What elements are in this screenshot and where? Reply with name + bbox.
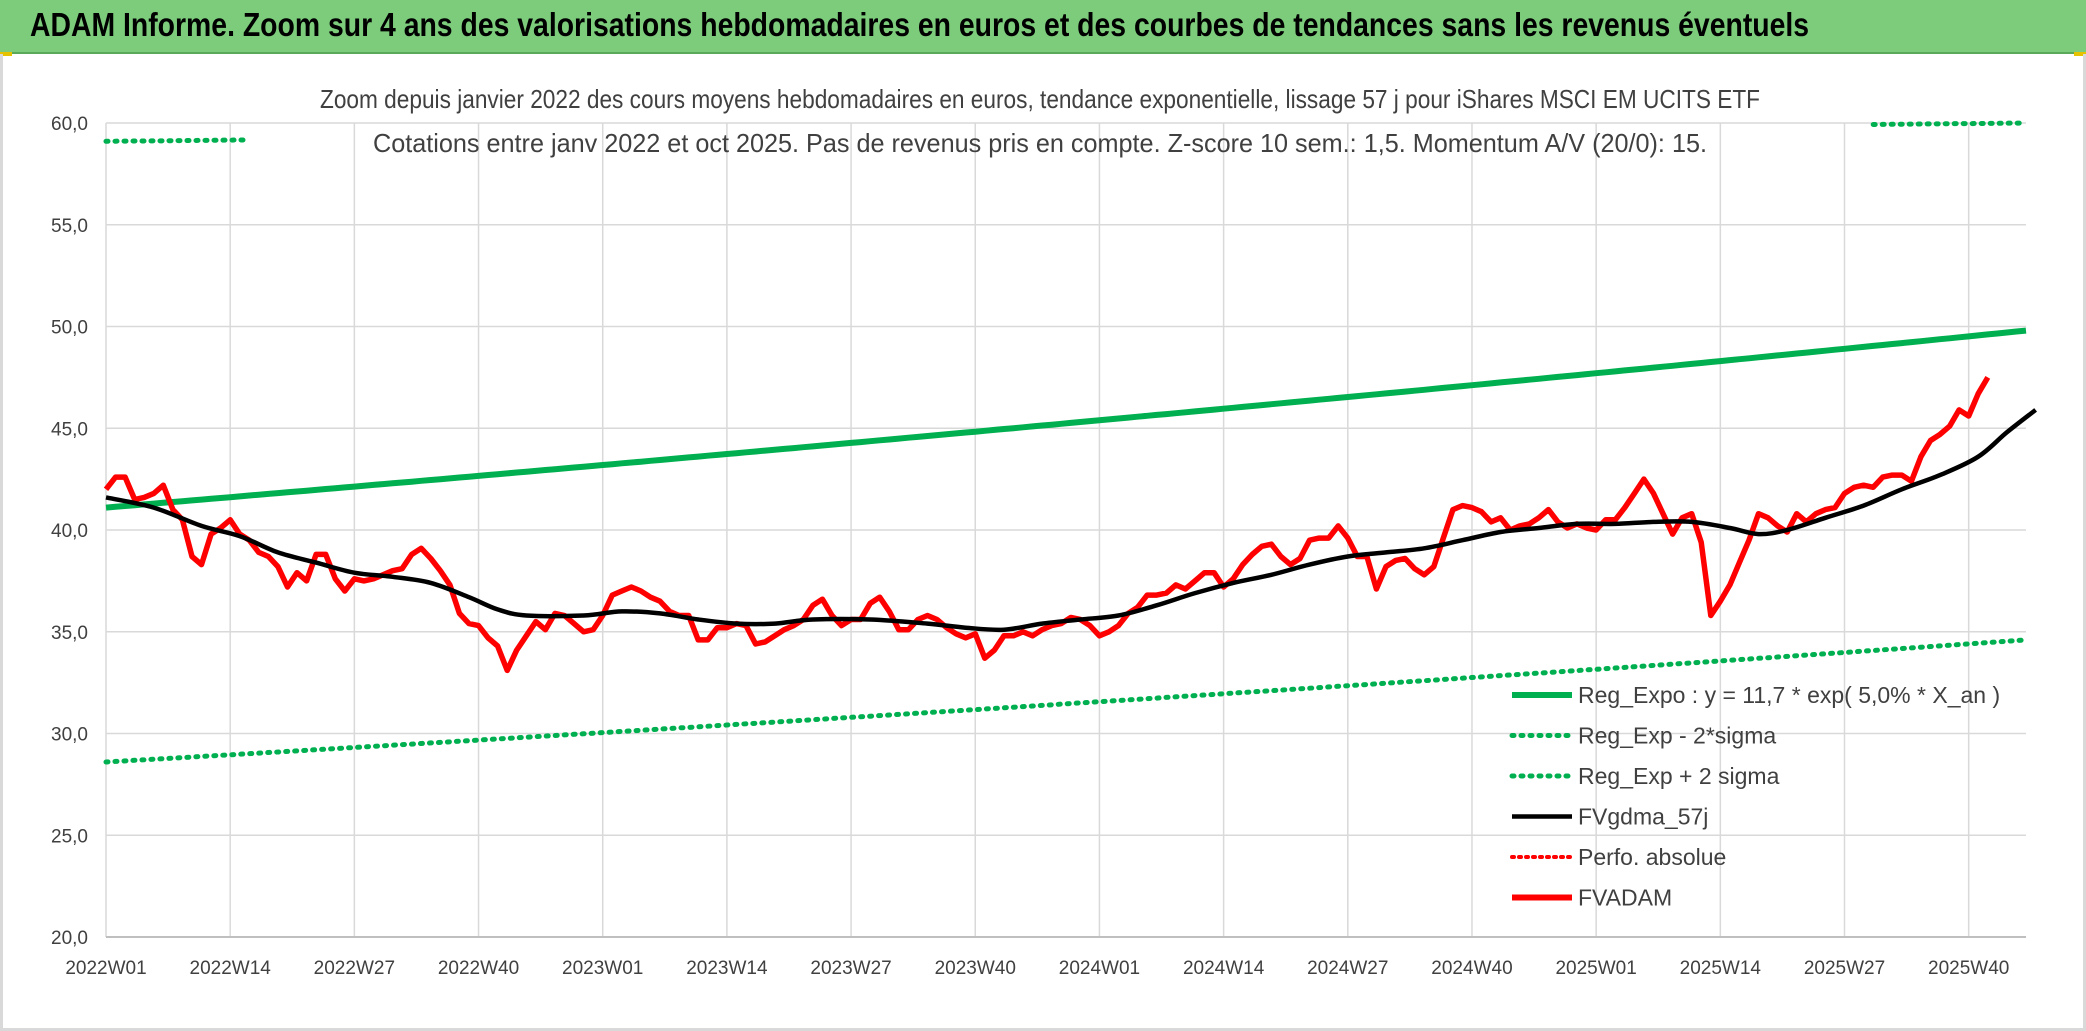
- grid: [105, 122, 2026, 938]
- chart-title-line2: Cotations entre janv 2022 et oct 2025. P…: [373, 128, 1707, 158]
- legend-label-fvadam: FVADAM: [1578, 885, 1672, 911]
- y-tick-label: 40,0: [51, 521, 88, 542]
- series-reg-exp-plus-2sigma: [103, 137, 252, 144]
- legend-label-fvgdma: FVgdma_57j: [1578, 804, 1708, 830]
- x-tick-label: 2024W40: [1431, 958, 1512, 979]
- series-layer: [103, 120, 2037, 765]
- series-reg-expo: [105, 327, 2027, 511]
- series-fvgdma-57j: [105, 408, 2037, 633]
- x-axis: 2022W01 2022W14 2022W27 2022W40 2023W01 2023W…: [65, 958, 2009, 979]
- series-reg-exp-plus-2sigma: [1870, 120, 2029, 127]
- x-tick-label: 2025W14: [1680, 958, 1762, 979]
- y-tick-label: 55,0: [51, 216, 88, 237]
- y-tick-label: 50,0: [51, 318, 88, 339]
- x-tick-label: 2023W01: [562, 958, 643, 979]
- x-tick-label: 2025W40: [1928, 958, 2009, 979]
- legend-label-perfo: Perfo. absolue: [1578, 844, 1726, 870]
- y-tick-label: 25,0: [51, 826, 88, 847]
- legend-label-sigma_minus: Reg_Exp - 2*sigma: [1578, 723, 1776, 749]
- x-tick-label: 2024W27: [1307, 958, 1388, 979]
- x-tick-label: 2022W40: [438, 958, 519, 979]
- chart-frame: [0, 54, 2086, 1031]
- series-reg-exp-minus-2sigma: [103, 637, 2029, 765]
- x-tick-label: 2023W40: [935, 958, 1016, 979]
- report-title: ADAM Informe. Zoom sur 4 ans des valoris…: [30, 6, 1810, 43]
- chart-title-line1: Zoom depuis janvier 2022 des cours moyen…: [320, 84, 1760, 114]
- x-tick-label: 2024W01: [1059, 958, 1140, 979]
- x-tick-label: 2022W01: [65, 958, 146, 979]
- x-tick-label: 2025W27: [1804, 958, 1885, 979]
- legend-label-reg_expo: Reg_Expo : y = 11,7 * exp( 5,0% * X_an ): [1578, 682, 2000, 708]
- x-tick-label: 2022W27: [314, 958, 395, 979]
- y-tick-label: 30,0: [51, 725, 88, 746]
- report-banner: ADAM Informe. Zoom sur 4 ans des valoris…: [0, 0, 2086, 54]
- y-tick-label: 60,0: [51, 114, 88, 135]
- x-tick-label: 2025W01: [1555, 958, 1636, 979]
- legend-label-sigma_plus: Reg_Exp + 2 sigma: [1578, 763, 1780, 789]
- x-tick-label: 2022W14: [190, 958, 272, 979]
- legend: Reg_Expo : y = 11,7 * exp( 5,0% * X_an )…: [1509, 682, 2000, 911]
- y-axis: 20,0 25,0 30,0 35,0 40,0 45,0 50,0 55,0 60,0: [51, 114, 88, 949]
- y-tick-label: 35,0: [51, 623, 88, 644]
- x-tick-label: 2023W27: [810, 958, 891, 979]
- corner-accent-left: [0, 52, 12, 56]
- y-tick-label: 20,0: [51, 928, 88, 949]
- y-tick-label: 45,0: [51, 419, 88, 440]
- series-fvadam: [103, 376, 1991, 674]
- corner-accent-right: [2074, 52, 2086, 56]
- x-tick-label: 2023W14: [686, 958, 768, 979]
- x-tick-label: 2024W14: [1183, 958, 1265, 979]
